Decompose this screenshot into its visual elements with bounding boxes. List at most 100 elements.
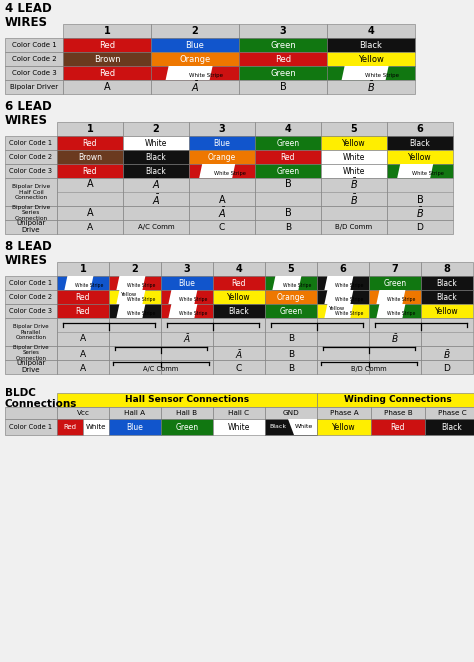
FancyBboxPatch shape: [387, 122, 453, 136]
FancyBboxPatch shape: [189, 178, 255, 206]
Text: B/D Comm: B/D Comm: [351, 366, 387, 372]
FancyBboxPatch shape: [151, 80, 239, 94]
FancyBboxPatch shape: [123, 206, 189, 220]
Text: Green: Green: [276, 138, 300, 148]
FancyBboxPatch shape: [57, 122, 123, 136]
FancyBboxPatch shape: [109, 276, 161, 290]
FancyBboxPatch shape: [109, 290, 161, 304]
Text: Yellow: Yellow: [342, 138, 366, 148]
FancyBboxPatch shape: [5, 38, 63, 52]
FancyBboxPatch shape: [5, 220, 57, 234]
Text: 4: 4: [284, 124, 292, 134]
FancyBboxPatch shape: [5, 80, 63, 94]
FancyBboxPatch shape: [317, 360, 369, 374]
Text: Color Code 2: Color Code 2: [12, 56, 56, 62]
Text: Red: Red: [64, 424, 76, 430]
Text: Red: Red: [99, 40, 115, 50]
Polygon shape: [397, 164, 433, 178]
Text: B: B: [284, 208, 292, 218]
FancyBboxPatch shape: [327, 52, 415, 66]
Text: Blue: Blue: [214, 138, 230, 148]
Text: Green: Green: [383, 279, 407, 287]
Text: 5: 5: [288, 264, 294, 274]
FancyBboxPatch shape: [371, 407, 425, 419]
FancyBboxPatch shape: [265, 276, 317, 290]
FancyBboxPatch shape: [5, 360, 57, 374]
FancyBboxPatch shape: [369, 262, 421, 276]
Polygon shape: [376, 304, 405, 318]
FancyBboxPatch shape: [255, 178, 321, 206]
FancyBboxPatch shape: [421, 346, 473, 360]
Text: Black: Black: [329, 292, 344, 297]
Text: $\bar{B}$: $\bar{B}$: [416, 206, 424, 220]
Text: $\bar{B}$: $\bar{B}$: [391, 332, 399, 345]
Text: B: B: [284, 179, 292, 189]
Text: Black: Black: [146, 152, 166, 162]
FancyBboxPatch shape: [57, 220, 123, 234]
FancyBboxPatch shape: [57, 407, 109, 419]
Polygon shape: [117, 290, 146, 304]
Text: Yellow: Yellow: [435, 307, 459, 316]
Text: White Stripe: White Stripe: [127, 283, 155, 288]
Text: 1: 1: [80, 264, 86, 274]
FancyBboxPatch shape: [213, 304, 265, 318]
Polygon shape: [376, 290, 405, 304]
Text: White Stripe: White Stripe: [335, 283, 364, 288]
FancyBboxPatch shape: [369, 360, 421, 374]
FancyBboxPatch shape: [161, 360, 213, 374]
Text: 1: 1: [87, 124, 93, 134]
FancyBboxPatch shape: [239, 38, 327, 52]
Text: Vcc: Vcc: [76, 410, 90, 416]
FancyBboxPatch shape: [255, 150, 321, 164]
Text: Red: Red: [99, 68, 115, 77]
Text: A/C Comm: A/C Comm: [143, 366, 179, 372]
FancyBboxPatch shape: [213, 419, 265, 435]
FancyBboxPatch shape: [213, 360, 265, 374]
FancyBboxPatch shape: [57, 206, 123, 220]
FancyBboxPatch shape: [317, 304, 369, 318]
Text: Blue: Blue: [71, 277, 82, 283]
FancyBboxPatch shape: [5, 164, 57, 178]
Text: Bipolar Drive
Parallel
Connection: Bipolar Drive Parallel Connection: [13, 324, 49, 340]
Text: Blue: Blue: [185, 40, 204, 50]
Text: Black: Black: [437, 293, 457, 301]
Text: Orange: Orange: [379, 292, 399, 297]
Text: Color Code 3: Color Code 3: [12, 70, 56, 76]
Text: Hall Sensor Connections: Hall Sensor Connections: [125, 395, 249, 404]
Text: $\bar{B}$: $\bar{B}$: [443, 348, 451, 361]
FancyBboxPatch shape: [255, 220, 321, 234]
FancyBboxPatch shape: [5, 346, 57, 360]
FancyBboxPatch shape: [239, 66, 327, 80]
Text: Red: Red: [76, 293, 90, 301]
Text: Red: Red: [209, 166, 220, 171]
FancyBboxPatch shape: [161, 276, 213, 290]
Text: D: D: [417, 222, 423, 232]
FancyBboxPatch shape: [189, 164, 255, 178]
Text: White Stripe: White Stripe: [335, 297, 364, 303]
Text: Red: Red: [275, 54, 291, 64]
FancyBboxPatch shape: [327, 80, 415, 94]
FancyBboxPatch shape: [109, 304, 161, 318]
FancyBboxPatch shape: [369, 290, 421, 304]
FancyBboxPatch shape: [109, 318, 161, 346]
Text: Bipolar Drive
Half Coil
Connection: Bipolar Drive Half Coil Connection: [12, 183, 50, 201]
FancyBboxPatch shape: [63, 80, 151, 94]
Text: Red: Red: [232, 279, 246, 287]
FancyBboxPatch shape: [425, 407, 474, 419]
FancyBboxPatch shape: [57, 164, 123, 178]
FancyBboxPatch shape: [151, 38, 239, 52]
FancyBboxPatch shape: [213, 318, 265, 346]
FancyBboxPatch shape: [387, 150, 453, 164]
FancyBboxPatch shape: [371, 419, 425, 435]
FancyBboxPatch shape: [5, 136, 57, 150]
FancyBboxPatch shape: [265, 262, 317, 276]
Text: Color Code 2: Color Code 2: [9, 294, 53, 300]
FancyBboxPatch shape: [213, 290, 265, 304]
Text: Yellow: Yellow: [332, 422, 356, 432]
Text: Color Code 1: Color Code 1: [9, 424, 53, 430]
FancyBboxPatch shape: [5, 304, 57, 318]
FancyBboxPatch shape: [265, 419, 317, 435]
Text: Phase C: Phase C: [438, 410, 466, 416]
FancyBboxPatch shape: [321, 136, 387, 150]
FancyBboxPatch shape: [265, 290, 317, 304]
